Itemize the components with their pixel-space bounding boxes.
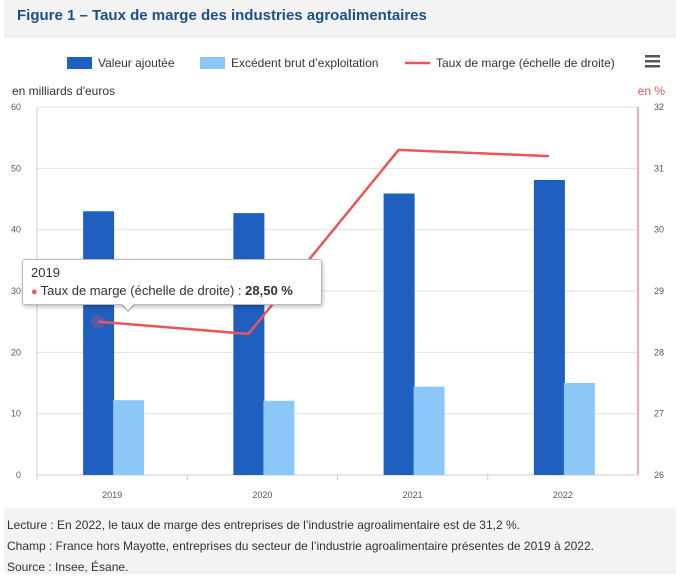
bar-valeur-ajoutee[interactable] bbox=[533, 179, 565, 475]
hamburger-menu-icon[interactable] bbox=[645, 65, 660, 68]
x-tick-label: 2022 bbox=[553, 490, 573, 500]
y-right-tick-label: 31 bbox=[654, 163, 664, 173]
tooltip-title: 2019 bbox=[31, 265, 60, 280]
bar-valeur-ajoutee[interactable] bbox=[233, 213, 265, 475]
y-right-axis-title: en % bbox=[638, 84, 666, 98]
figure-title: Figure 1 – Taux de marge des industries … bbox=[17, 7, 427, 24]
y-tick-label: 60 bbox=[11, 102, 21, 112]
x-tick-label: 2020 bbox=[252, 490, 272, 500]
y-right-tick-label: 27 bbox=[654, 409, 664, 419]
figure-notes: Lecture : En 2022, le taux de marge des … bbox=[7, 515, 594, 578]
y-right-tick-label: 26 bbox=[654, 470, 664, 480]
legend-label-taux-de-marge: Taux de marge (échelle de droite) bbox=[436, 56, 615, 70]
y-tick-label: 30 bbox=[11, 286, 21, 296]
y-tick-label: 50 bbox=[11, 163, 21, 173]
bar-excedent-brut[interactable] bbox=[113, 400, 145, 475]
tooltip-series-dot: ● bbox=[31, 286, 38, 298]
note-lecture: Lecture : En 2022, le taux de marge des … bbox=[7, 518, 520, 532]
bar-excedent-brut[interactable] bbox=[263, 400, 295, 475]
y-tick-label: 20 bbox=[11, 347, 21, 357]
y-tick-label: 40 bbox=[11, 225, 21, 235]
tooltip-value: 28,50 % bbox=[245, 283, 293, 298]
tooltip-arrow bbox=[121, 303, 135, 310]
hamburger-menu-icon[interactable] bbox=[645, 60, 660, 63]
legend-label-valeur-ajoutee: Valeur ajoutée bbox=[98, 56, 175, 70]
x-tick-label: 2019 bbox=[102, 490, 122, 500]
chart-tooltip: 2019 ● Taux de marge (échelle de droite) … bbox=[22, 259, 322, 305]
bar-valeur-ajoutee[interactable] bbox=[83, 211, 115, 475]
hamburger-menu-icon[interactable] bbox=[645, 55, 660, 58]
line-point-hover-halo bbox=[91, 314, 106, 329]
tooltip-row: ● Taux de marge (échelle de droite) : 28,… bbox=[31, 283, 313, 298]
bar-excedent-brut[interactable] bbox=[413, 386, 445, 475]
y-tick-label: 10 bbox=[11, 409, 21, 419]
legend-swatch-valeur-ajoutee[interactable] bbox=[67, 57, 92, 69]
y-right-tick-label: 30 bbox=[654, 225, 664, 235]
tooltip-label: Taux de marge (échelle de droite) : bbox=[40, 283, 246, 298]
y-tick-label: 0 bbox=[16, 470, 21, 480]
x-tick-label: 2021 bbox=[403, 490, 423, 500]
legend-label-excedent-brut: Excédent brut d’exploitation bbox=[231, 56, 378, 70]
y-right-tick-label: 32 bbox=[654, 102, 664, 112]
line-taux-de-marge[interactable] bbox=[98, 148, 549, 336]
note-source: Source : Insee, Ésane. bbox=[7, 560, 129, 574]
note-champ: Champ : France hors Mayotte, entreprises… bbox=[7, 539, 594, 553]
y-right-tick-label: 28 bbox=[654, 347, 664, 357]
bar-excedent-brut[interactable] bbox=[563, 383, 595, 475]
bar-valeur-ajoutee[interactable] bbox=[383, 193, 415, 476]
y-axis-title: en milliards d'euros bbox=[12, 84, 115, 98]
legend-swatch-excedent-brut[interactable] bbox=[200, 57, 225, 69]
chart-svg: 0 10 20 30 40 50 60 26 27 28 29 30 31 32 en milliards … bbox=[11, 55, 666, 500]
y-right-tick-label: 29 bbox=[654, 286, 664, 296]
